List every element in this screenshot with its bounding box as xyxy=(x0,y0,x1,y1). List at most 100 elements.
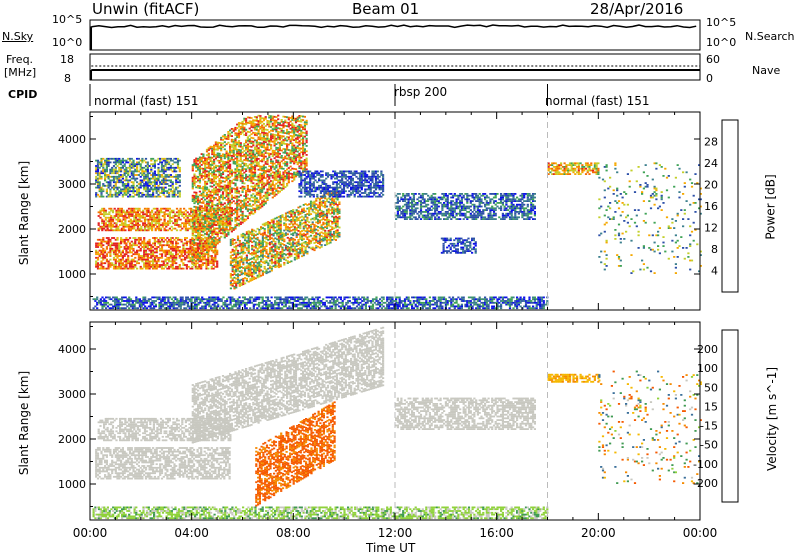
heatmap-cell xyxy=(258,131,260,133)
heatmap-cell xyxy=(128,224,130,226)
heatmap-cell xyxy=(149,213,151,215)
heatmap-cell xyxy=(106,169,108,171)
heatmap-cell xyxy=(182,255,184,257)
heatmap-cell xyxy=(115,163,117,165)
heatmap-cell xyxy=(175,257,177,259)
heatmap-cell xyxy=(116,172,118,174)
heatmap-cell xyxy=(156,252,158,254)
heatmap-cell xyxy=(315,238,317,240)
heatmap-cell xyxy=(167,210,169,212)
heatmap-cell xyxy=(116,189,118,191)
heatmap-cell xyxy=(217,235,219,237)
heatmap-cell xyxy=(324,230,326,232)
heatmap-cell xyxy=(149,239,151,241)
heatmap-cell xyxy=(297,255,299,257)
heatmap-cell xyxy=(206,246,208,248)
heatmap-cell xyxy=(252,152,254,154)
heatmap-cell xyxy=(110,228,112,230)
heatmap-cell xyxy=(106,255,108,257)
heatmap-cell xyxy=(168,250,170,252)
heatmap-cell xyxy=(202,264,204,266)
heatmap-cell xyxy=(306,138,308,140)
heatmap-cell xyxy=(120,171,122,173)
heatmap-cell xyxy=(298,155,300,157)
heatmap-cell xyxy=(158,213,160,215)
heatmap-cell xyxy=(338,227,340,229)
heatmap-cell xyxy=(236,158,238,160)
heatmap-cell xyxy=(98,222,100,224)
heatmap-cell xyxy=(284,120,286,122)
heatmap-cell xyxy=(165,261,167,263)
heatmap-cell xyxy=(338,236,340,238)
heatmap-cell xyxy=(294,214,296,216)
heatmap-cell xyxy=(244,270,246,272)
heatmap-cell xyxy=(181,241,183,243)
heatmap-cell xyxy=(197,230,199,232)
heatmap-cell xyxy=(95,192,97,194)
heatmap-cell xyxy=(216,261,218,263)
heatmap-cell xyxy=(303,238,305,240)
heatmap-cell xyxy=(97,266,99,268)
heatmap-cell xyxy=(167,224,169,226)
heatmap-cell xyxy=(231,220,233,222)
heatmap-cell xyxy=(242,280,244,282)
heatmap-cell xyxy=(286,161,288,163)
heatmap-cell xyxy=(258,231,260,233)
heatmap-cell xyxy=(216,264,218,266)
heatmap-cell xyxy=(184,253,186,255)
heatmap-cell xyxy=(218,241,220,243)
heatmap-cell xyxy=(264,232,266,234)
heatmap-cell xyxy=(108,163,110,165)
heatmap-cell xyxy=(337,206,339,208)
heatmap-cell xyxy=(142,210,144,212)
heatmap-cell xyxy=(122,158,124,160)
heatmap-cell xyxy=(169,208,171,210)
heatmap-cell xyxy=(207,268,209,270)
heatmap-cell xyxy=(188,255,190,257)
heatmap-cell xyxy=(111,167,113,169)
heatmap-cell xyxy=(202,202,204,204)
heatmap-cell xyxy=(286,185,288,187)
heatmap-cell xyxy=(222,193,224,195)
heatmap-cell xyxy=(99,185,101,187)
heatmap-cell xyxy=(186,237,188,239)
heatmap-cell xyxy=(102,248,104,250)
heatmap-cell xyxy=(163,241,165,243)
heatmap-cell xyxy=(122,257,124,259)
heatmap-cell xyxy=(100,243,102,245)
heatmap-cell xyxy=(179,257,181,259)
heatmap-cell xyxy=(132,268,134,270)
heatmap-cell xyxy=(266,147,268,149)
heatmap-cell xyxy=(171,226,173,228)
heatmap-cell xyxy=(192,168,194,170)
heatmap-cell xyxy=(144,217,146,219)
heatmap-cell xyxy=(102,183,104,185)
heatmap-cell xyxy=(213,227,215,229)
heatmap-cell xyxy=(303,208,305,210)
heatmap-cell xyxy=(229,205,231,207)
heatmap-cell xyxy=(321,244,323,246)
heatmap-cell xyxy=(227,138,229,140)
heatmap-cell xyxy=(102,259,104,261)
heatmap-cell xyxy=(229,164,231,166)
heatmap-cell xyxy=(178,217,180,219)
heatmap-cell xyxy=(297,257,299,259)
heatmap-cell xyxy=(230,288,232,290)
heatmap-cell xyxy=(134,241,136,243)
heatmap-cell xyxy=(132,259,134,261)
heatmap-cell xyxy=(319,222,321,224)
heatmap-cell xyxy=(201,205,203,207)
heatmap-cell xyxy=(302,155,304,157)
heatmap-cell xyxy=(166,237,168,239)
heatmap-cell xyxy=(249,203,251,205)
heatmap-cell xyxy=(140,239,142,241)
heatmap-cell xyxy=(287,233,289,235)
heatmap-cell xyxy=(133,226,135,228)
heatmap-cell xyxy=(197,198,199,200)
heatmap-cell xyxy=(269,231,271,233)
heatmap-cell xyxy=(220,202,222,204)
heatmap-cell xyxy=(150,257,152,259)
heatmap-cell xyxy=(292,234,294,236)
heatmap-cell xyxy=(147,255,149,257)
heatmap-cell xyxy=(112,219,114,221)
